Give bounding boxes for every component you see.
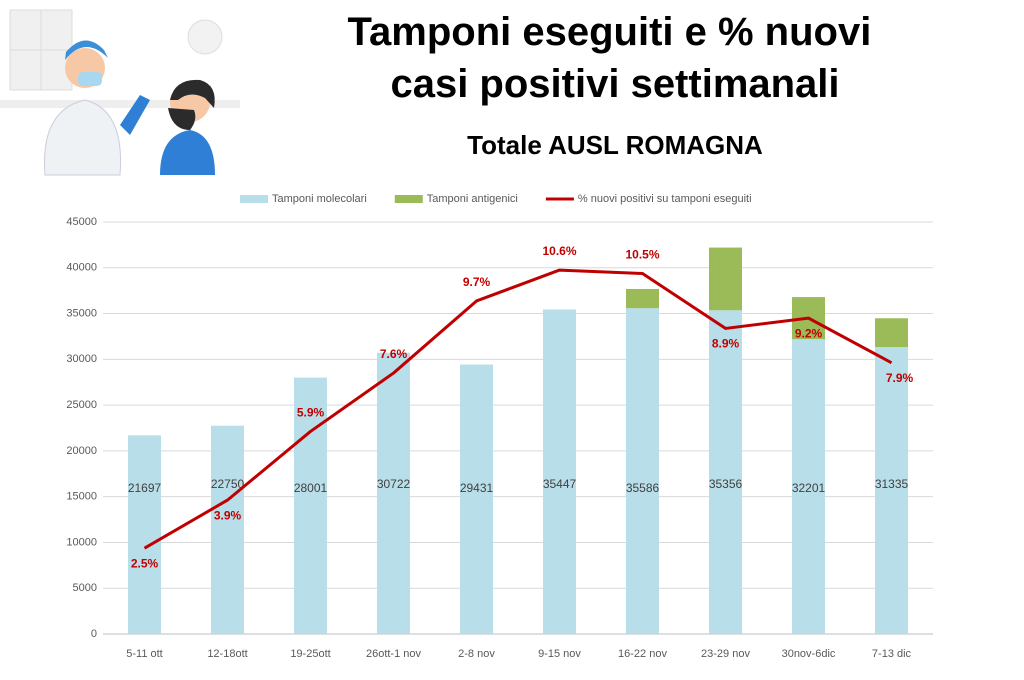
bar-value-label: 22750 bbox=[211, 477, 245, 491]
bar-value-label: 30722 bbox=[377, 477, 411, 491]
bar bbox=[626, 288, 659, 309]
bar-value-label: 29431 bbox=[460, 481, 494, 495]
line-value-label: 2.5% bbox=[131, 556, 159, 570]
legend-swatch bbox=[394, 195, 423, 203]
x-tick-label: 12-18ott bbox=[207, 648, 247, 660]
bar bbox=[626, 308, 659, 634]
x-tick-label: 30nov-6dic bbox=[782, 648, 836, 660]
bar bbox=[709, 247, 742, 311]
y-tick-label: 15000 bbox=[66, 491, 97, 503]
x-tick-label: 26ott-1 nov bbox=[366, 648, 422, 660]
y-tick-label: 35000 bbox=[66, 307, 97, 319]
x-tick-label: 16-22 nov bbox=[618, 648, 667, 660]
bar-value-label: 35356 bbox=[709, 477, 743, 491]
bar bbox=[128, 435, 161, 634]
line-value-label: 8.9% bbox=[712, 337, 740, 351]
line-value-label: 7.6% bbox=[380, 347, 408, 361]
x-tick-label: 19-25ott bbox=[290, 648, 330, 660]
bar bbox=[211, 425, 244, 634]
y-tick-label: 20000 bbox=[66, 445, 97, 457]
chart-title: Tamponi eseguiti e % nuovi casi positivi… bbox=[348, 10, 883, 106]
y-tick-label: 10000 bbox=[66, 536, 97, 548]
line-value-label: 10.6% bbox=[542, 244, 576, 258]
y-tick-label: 0 bbox=[91, 628, 97, 640]
legend-label: % nuovi positivi su tamponi eseguiti bbox=[578, 193, 752, 205]
y-tick-label: 45000 bbox=[66, 216, 97, 228]
bar-value-label: 35447 bbox=[543, 477, 577, 491]
bar-value-label: 32201 bbox=[792, 481, 826, 495]
x-tick-label: 5-11 ott bbox=[126, 648, 163, 660]
bar bbox=[875, 318, 908, 348]
bar bbox=[294, 377, 327, 634]
y-tick-label: 25000 bbox=[66, 399, 97, 411]
line-value-label: 10.5% bbox=[625, 248, 659, 262]
x-tick-label: 9-15 nov bbox=[538, 648, 581, 660]
line-value-label: 3.9% bbox=[214, 508, 242, 522]
chart-subtitle: Totale AUSL ROMAGNA bbox=[467, 130, 763, 160]
bar-value-label: 28001 bbox=[294, 481, 328, 495]
line-value-label: 5.9% bbox=[297, 406, 325, 420]
legend-label: Tamponi molecolari bbox=[272, 193, 367, 205]
bar-value-label: 21697 bbox=[128, 481, 162, 495]
line bbox=[143, 268, 893, 550]
x-tick-label: 2-8 nov bbox=[458, 648, 495, 660]
bar bbox=[543, 309, 576, 634]
bar bbox=[460, 364, 493, 634]
bar bbox=[875, 347, 908, 634]
line-value-label: 9.7% bbox=[463, 275, 491, 289]
line-value-label: 7.9% bbox=[886, 371, 914, 385]
y-tick-label: 30000 bbox=[66, 353, 97, 365]
y-tick-label: 40000 bbox=[66, 262, 97, 274]
x-tick-label: 7-13 dic bbox=[872, 648, 912, 660]
illustration bbox=[0, 9, 240, 176]
legend-swatch bbox=[240, 195, 268, 203]
bar-value-label: 35586 bbox=[626, 481, 660, 495]
x-tick-label: 23-29 nov bbox=[701, 648, 750, 660]
bar bbox=[709, 310, 742, 634]
line-value-label: 9.2% bbox=[795, 326, 823, 340]
legend-label: Tamponi antigenici bbox=[427, 193, 518, 205]
bar bbox=[377, 352, 410, 634]
bar-value-label: 31335 bbox=[875, 477, 909, 491]
y-tick-label: 5000 bbox=[73, 582, 97, 594]
bar bbox=[792, 339, 825, 634]
